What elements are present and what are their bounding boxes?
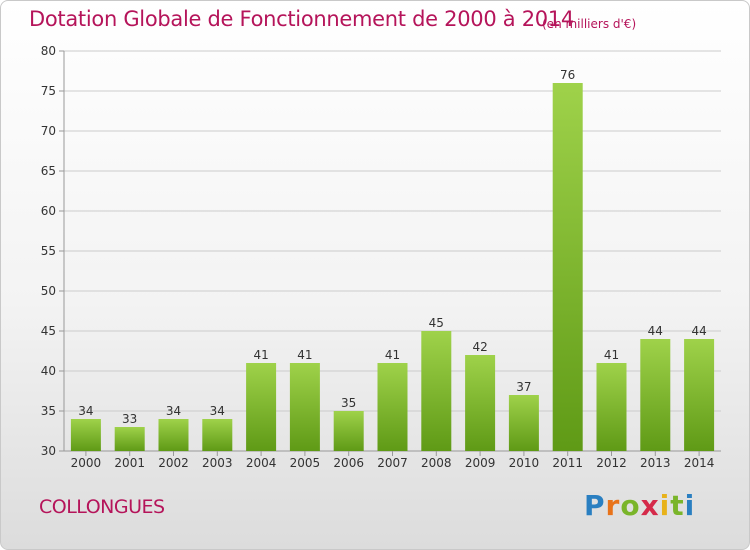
y-tick-label: 55: [41, 244, 56, 258]
bar: [158, 419, 189, 451]
bar: [246, 363, 277, 451]
logo-letter: x: [640, 489, 660, 522]
x-tick-label: 2006: [333, 456, 364, 470]
logo-letter: P: [584, 489, 606, 522]
bar-value-label: 42: [472, 340, 487, 354]
logo-letter: t: [670, 489, 685, 522]
bar-value-label: 44: [691, 324, 706, 338]
bar-value-label: 34: [210, 404, 225, 418]
bar: [333, 411, 364, 451]
y-tick-label: 80: [41, 44, 56, 58]
bar-value-label: 76: [560, 68, 575, 82]
logo-letter: i: [684, 489, 696, 522]
bar-value-label: 41: [385, 348, 400, 362]
bar-value-label: 37: [516, 380, 531, 394]
chart-title: Dotation Globale de Fonctionnement de 20…: [29, 7, 574, 31]
bar: [202, 419, 233, 451]
y-tick-label: 70: [41, 124, 56, 138]
bar: [596, 363, 627, 451]
y-tick-label: 50: [41, 284, 56, 298]
y-tick-label: 45: [41, 324, 56, 338]
proxiti-logo[interactable]: Proxiti: [584, 489, 695, 522]
bar: [508, 395, 539, 451]
x-tick-label: 2001: [114, 456, 145, 470]
bar-value-label: 45: [429, 316, 444, 330]
bar: [114, 427, 145, 451]
commune-name: COLLONGUES: [39, 496, 165, 518]
x-tick-label: 2003: [202, 456, 233, 470]
chart-unit: (en milliers d'€): [542, 17, 637, 31]
x-tick-label: 2000: [71, 456, 102, 470]
x-tick-label: 2004: [246, 456, 277, 470]
bar: [377, 363, 408, 451]
bar-value-label: 35: [341, 396, 356, 410]
y-tick-label: 30: [41, 444, 56, 458]
bar-value-label: 34: [166, 404, 181, 418]
bar: [70, 419, 101, 451]
logo-letter: r: [605, 489, 621, 522]
y-tick-label: 60: [41, 204, 56, 218]
bar: [465, 355, 496, 451]
y-tick-label: 35: [41, 404, 56, 418]
y-tick-label: 65: [41, 164, 56, 178]
bar: [552, 83, 583, 451]
bars: [70, 83, 715, 451]
bar: [640, 339, 671, 451]
x-tick-label: 2005: [290, 456, 321, 470]
x-tick-label: 2007: [377, 456, 408, 470]
x-tick-label: 2012: [596, 456, 627, 470]
x-tick-label: 2010: [509, 456, 540, 470]
bar: [421, 331, 452, 451]
y-tick-label: 75: [41, 84, 56, 98]
logo-letter: o: [620, 489, 641, 522]
bar-value-label: 41: [253, 348, 268, 362]
bar-value-label: 41: [604, 348, 619, 362]
x-tick-label: 2008: [421, 456, 452, 470]
bar-value-label: 44: [648, 324, 663, 338]
x-tick-label: 2002: [158, 456, 189, 470]
x-tick-label: 2009: [465, 456, 496, 470]
logo-letter: i: [659, 489, 671, 522]
bar-value-label: 41: [297, 348, 312, 362]
x-tick-label: 2013: [640, 456, 671, 470]
bar: [684, 339, 715, 451]
labels: 30 35 40 45 50 55 60 65 70 75 80 34 2000 33 2001 34 2002…: [41, 44, 715, 470]
x-tick-label: 2014: [684, 456, 715, 470]
bar-value-label: 34: [78, 404, 93, 418]
y-tick-label: 40: [41, 364, 56, 378]
bar-value-label: 33: [122, 412, 137, 426]
bar: [289, 363, 320, 451]
x-tick-label: 2011: [552, 456, 583, 470]
